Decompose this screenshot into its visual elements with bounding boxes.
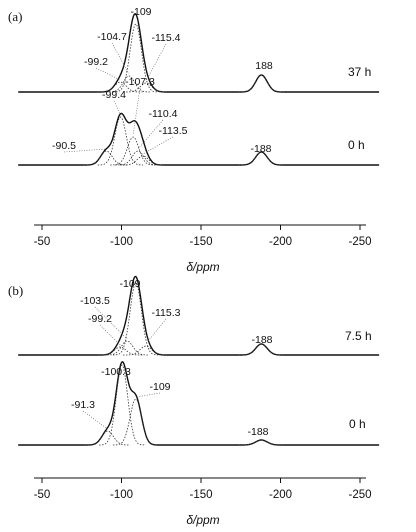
trace-name: 37 h — [348, 65, 371, 79]
leader-line — [132, 87, 141, 136]
x-axis-label: δ/ppm — [186, 513, 219, 527]
peak-label: -115.4 — [152, 32, 181, 44]
x-tick-label: -100 — [110, 236, 133, 248]
component-peak — [238, 74, 284, 93]
peak-label: -99.2 — [84, 56, 108, 68]
leader-line — [135, 392, 161, 398]
x-tick-label: -50 — [34, 236, 51, 248]
peak-label: -113.5 — [159, 125, 188, 137]
x-tick-label: -150 — [189, 236, 212, 248]
x-tick-label: -200 — [269, 236, 292, 248]
x-tick-label: -50 — [34, 489, 51, 501]
leader-line — [113, 100, 121, 116]
peak-label: -188 — [250, 143, 271, 155]
panel-label: (b) — [8, 283, 23, 298]
trace-name: 7.5 h — [345, 329, 372, 343]
leader-line — [99, 324, 121, 346]
peak-label: -109 — [130, 6, 151, 18]
leader-line — [63, 148, 107, 153]
component-peak — [123, 82, 169, 93]
component-peak — [122, 345, 169, 356]
leader-line — [145, 43, 167, 82]
peak-label: -99.4 — [102, 89, 126, 101]
component-peak — [112, 398, 159, 446]
leader-line — [95, 67, 121, 81]
spectrum — [18, 112, 380, 166]
x-tick-label: -250 — [348, 236, 371, 248]
peak-label: -107.3 — [125, 76, 155, 88]
peak-label: -188 — [251, 334, 272, 346]
component-peak — [97, 116, 143, 166]
panel-label: (a) — [8, 9, 22, 24]
peak-label: -99.2 — [88, 313, 112, 325]
trace-name: 0 h — [348, 138, 365, 152]
component-peak — [238, 439, 284, 446]
x-tick-label: -250 — [348, 489, 371, 501]
component-peak — [238, 151, 284, 166]
peak-label: -104.7 — [97, 31, 127, 43]
peak-label: -100.3 — [101, 366, 131, 378]
leader-line — [142, 136, 174, 155]
component-peak — [99, 364, 145, 446]
x-tick-label: -200 — [269, 489, 292, 501]
x-tick-label: -150 — [189, 489, 212, 501]
peak-label: -109 — [149, 381, 170, 393]
spectrum — [18, 12, 380, 93]
component-peak — [120, 155, 166, 166]
component-peak — [110, 136, 156, 166]
x-tick-label: -100 — [110, 489, 133, 501]
peak-label: -110.4 — [149, 108, 178, 120]
peak-label: -115.3 — [152, 307, 181, 319]
component-peak — [112, 23, 159, 93]
peak-label: -91.3 — [71, 399, 95, 411]
component-peak — [84, 430, 131, 446]
component-peak — [83, 150, 129, 166]
peak-label: -103.5 — [80, 295, 110, 307]
peak-label: -109 — [119, 278, 140, 290]
peak-label: 188 — [255, 60, 273, 72]
leader-line — [94, 306, 128, 340]
leader-line — [111, 42, 130, 75]
spectrum — [18, 275, 380, 356]
peak-label: -188 — [247, 426, 268, 438]
leader-line — [82, 410, 108, 430]
component-peak — [104, 340, 150, 356]
trace-name: 0 h — [349, 417, 366, 431]
leader-line — [145, 318, 167, 345]
peak-label: -90.5 — [52, 140, 76, 152]
component-peak — [238, 343, 284, 356]
component-peak — [97, 346, 143, 356]
spectrum — [18, 360, 380, 446]
component-peak — [106, 75, 152, 93]
x-axis-label: δ/ppm — [186, 260, 219, 274]
